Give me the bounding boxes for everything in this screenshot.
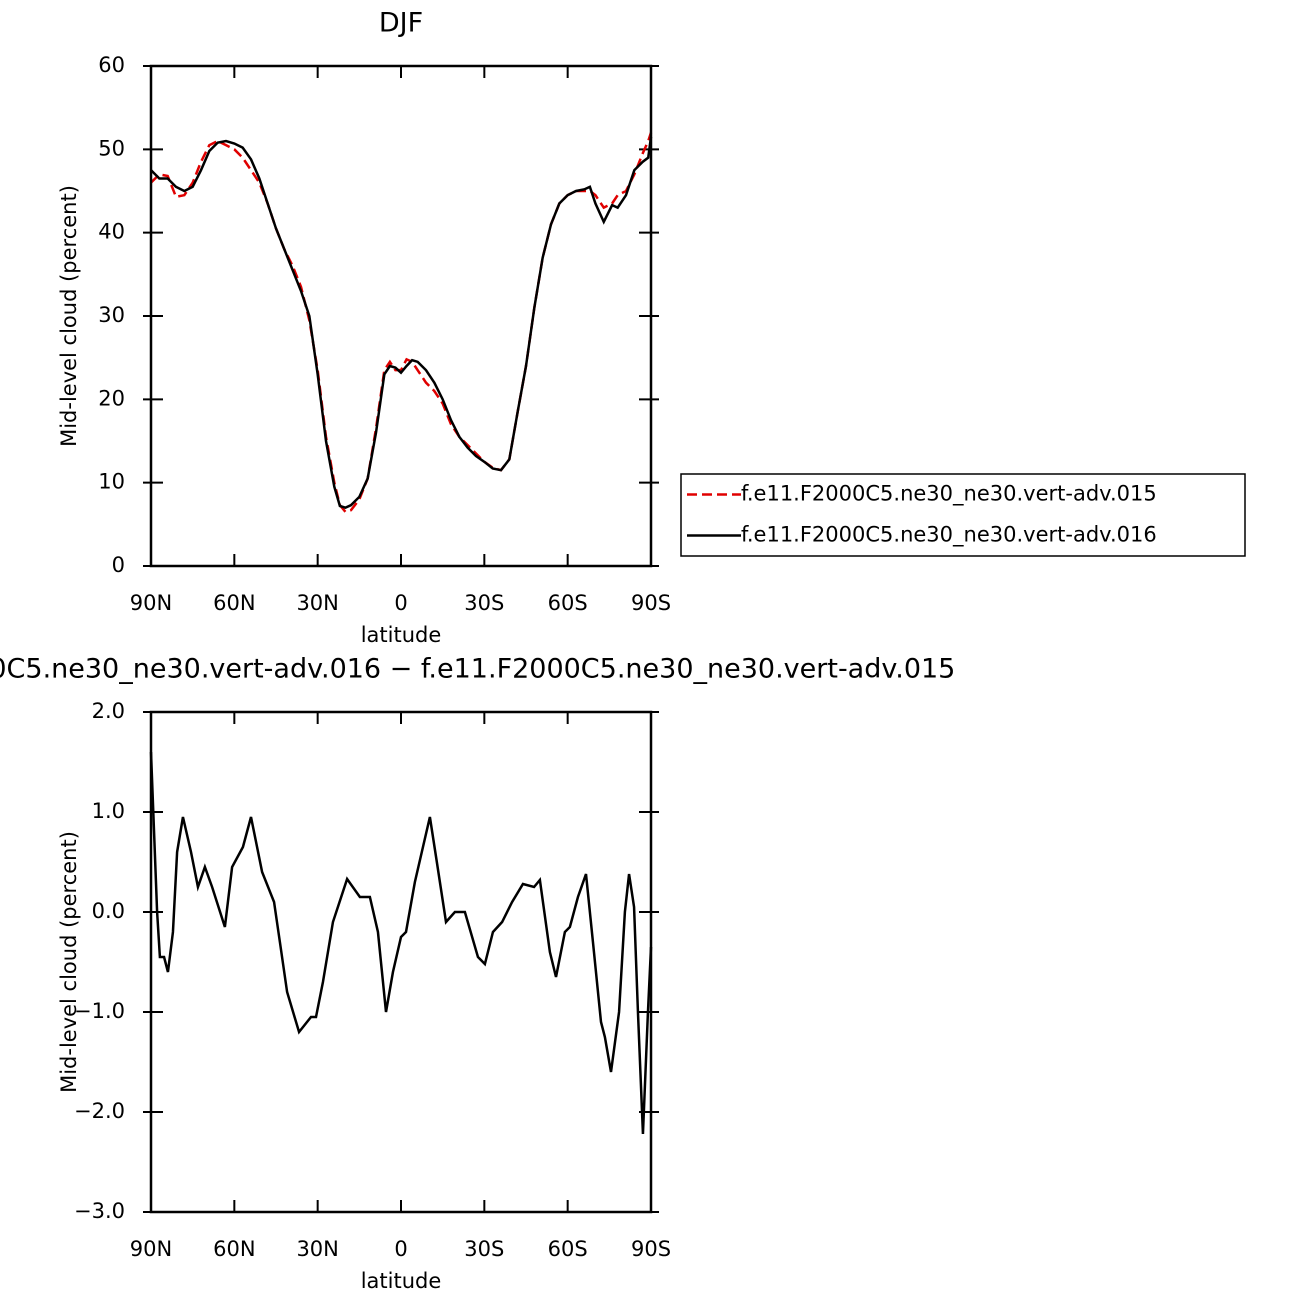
y-tick-label: 10: [98, 470, 125, 494]
x-tick-label: 60N: [213, 1237, 255, 1261]
y-tick-label: −1.0: [74, 999, 125, 1023]
y-tick-label: 20: [98, 386, 125, 410]
x-tick-label: 90S: [631, 591, 671, 615]
x-tick-label: 30N: [296, 1237, 338, 1261]
y-tick-label: 2.0: [92, 699, 125, 723]
y-tick-label: 30: [98, 303, 125, 327]
x-tick-label: 30S: [464, 1237, 504, 1261]
x-tick-label: 0: [394, 591, 407, 615]
data-line: [150, 136, 653, 509]
y-tick-label: −3.0: [74, 1199, 125, 1223]
x-tick-label: 30N: [296, 591, 338, 615]
x-tick-label: 30S: [464, 591, 504, 615]
x-tick-label: 90N: [130, 1237, 172, 1261]
x-tick-label: 90S: [631, 1237, 671, 1261]
y-tick-label: 0.0: [92, 899, 125, 923]
y-axis-label: Mid-level cloud (percent): [57, 185, 81, 447]
legend-label: f.e11.F2000C5.ne30_ne30.vert-adv.016: [741, 523, 1157, 548]
plot-frame: [149, 710, 653, 1214]
y-tick-label: −2.0: [74, 1099, 125, 1123]
y-tick-label: 0: [112, 553, 125, 577]
x-tick-label: 60S: [548, 1237, 588, 1261]
chart-title: DJF: [379, 8, 423, 39]
x-tick-label: 60N: [213, 591, 255, 615]
x-tick-label: 90N: [130, 591, 172, 615]
data-line: [150, 132, 653, 514]
x-tick-label: 0: [394, 1237, 407, 1261]
plot-frame: [149, 64, 653, 568]
chart-title: f.e11.F2000C5.ne30_ne30.vert-adv.016 − f…: [0, 654, 955, 685]
data-line: [149, 751, 653, 1135]
x-axis-label: latitude: [361, 623, 442, 647]
x-axis-label: latitude: [361, 1269, 442, 1293]
y-tick-label: 40: [98, 220, 125, 244]
y-tick-label: 50: [98, 136, 125, 160]
legend-label: f.e11.F2000C5.ne30_ne30.vert-adv.015: [741, 482, 1157, 507]
legend-box: [680, 473, 1246, 557]
y-tick-label: 60: [98, 53, 125, 77]
y-axis-label: Mid-level cloud (percent): [57, 831, 81, 1093]
y-tick-label: 1.0: [92, 799, 125, 823]
x-tick-label: 60S: [548, 591, 588, 615]
